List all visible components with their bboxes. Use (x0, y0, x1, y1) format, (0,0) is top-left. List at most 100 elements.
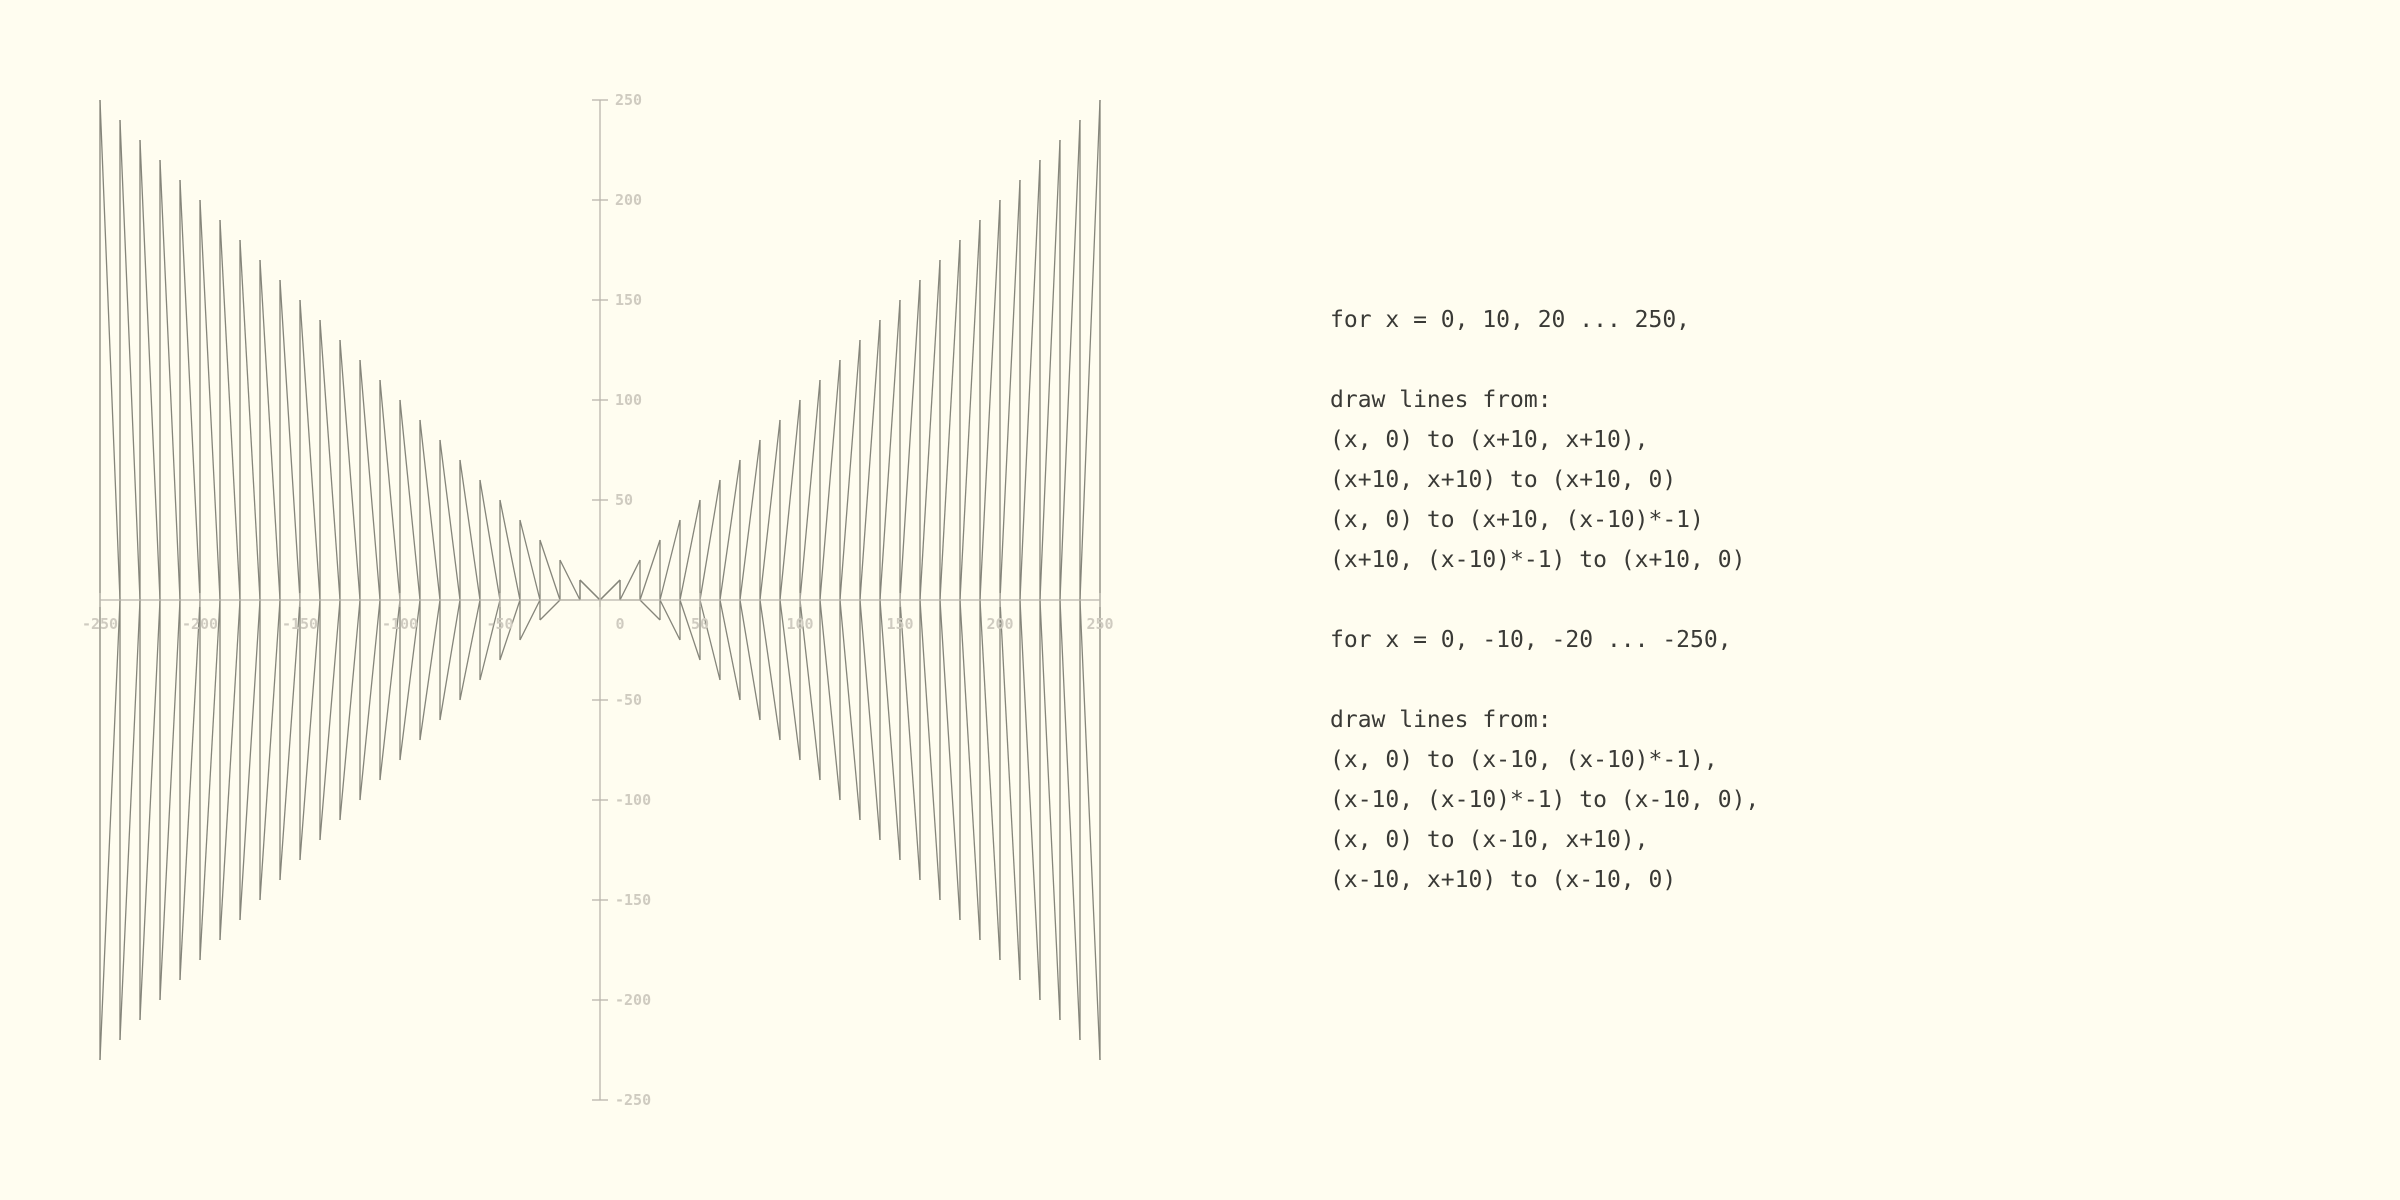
zigzag-lines (99, 99, 1101, 1061)
x-tick-label: 0 (615, 615, 624, 633)
draw-line: (x, 0) to (x-10, x+10), (1330, 827, 1649, 853)
draw-line: (x, 0) to (x+10, x+10), (1330, 427, 1649, 453)
zigzag-segment (159, 159, 181, 601)
zigzag-segment (819, 359, 841, 601)
formula-description: for x = 0, 10, 20 ... 250, draw lines fr… (1330, 300, 2330, 940)
zigzag-segment (139, 139, 161, 601)
zigzag-segment (479, 479, 501, 601)
zigzag-segment (919, 259, 941, 601)
zigzag-segment (319, 599, 341, 841)
zigzag-segment (519, 599, 541, 641)
y-tick-label: -100 (615, 791, 651, 809)
zigzag-segment (1019, 599, 1041, 1001)
zigzag-segment (479, 599, 501, 681)
zigzag-segment (439, 599, 461, 721)
zigzag-segment (399, 399, 421, 601)
zigzag-segment (359, 359, 381, 601)
zigzag-segment (739, 599, 761, 721)
draw-line: (x+10, (x-10)*-1) to (x+10, 0) (1330, 547, 1746, 573)
zigzag-segment (999, 599, 1021, 981)
draw-lines-negative: draw lines from: (x, 0) to (x-10, (x-10)… (1330, 700, 2330, 900)
zigzag-segment (259, 599, 281, 901)
zigzag-segment (1079, 99, 1101, 601)
zigzag-segment (1039, 599, 1061, 1021)
zigzag-segment (959, 599, 981, 941)
zigzag-segment (779, 399, 801, 601)
zigzag-segment (899, 599, 921, 881)
zigzag-segment (939, 599, 961, 921)
draw-line: (x-10, x+10) to (x-10, 0) (1330, 867, 1677, 893)
x-tick-label: -100 (382, 615, 418, 633)
zigzag-segment (839, 339, 861, 601)
zigzag-segment (1059, 599, 1081, 1041)
x-tick-label: -250 (82, 615, 118, 633)
zigzag-segment (759, 419, 781, 601)
y-tick-label: 200 (615, 191, 642, 209)
x-tick-label: -50 (486, 615, 513, 633)
zigzag-segment (499, 599, 521, 661)
zigzag-segment (679, 499, 701, 601)
zigzag-segment (979, 199, 1001, 601)
loop-positive: for x = 0, 10, 20 ... 250, (1330, 300, 2330, 340)
draw-header: draw lines from: (1330, 387, 1552, 413)
zigzag-segment (459, 599, 481, 701)
loop-negative: for x = 0, -10, -20 ... -250, (1330, 620, 2330, 660)
zigzag-segment (579, 579, 601, 601)
zigzag-segment (119, 119, 141, 601)
draw-line: (x-10, (x-10)*-1) to (x-10, 0), (1330, 787, 1760, 813)
y-tick-label: -200 (615, 991, 651, 1009)
zigzag-segment (539, 539, 561, 601)
axes: -250 -200 -150 -100 -50 0 50 100 150 200 250 -250 -2… (82, 91, 1114, 1109)
zigzag-segment (899, 279, 921, 601)
draw-lines-positive: draw lines from: (x, 0) to (x+10, x+10),… (1330, 380, 2330, 580)
zigzag-segment (279, 599, 301, 881)
zigzag-segment (279, 279, 301, 601)
draw-line: (x, 0) to (x-10, (x-10)*-1), (1330, 747, 1718, 773)
zigzag-segment (379, 379, 401, 601)
zigzag-segment (939, 239, 961, 601)
y-tick-label: 100 (615, 391, 642, 409)
draw-line: (x+10, x+10) to (x+10, 0) (1330, 467, 1677, 493)
zigzag-diagram: -250 -200 -150 -100 -50 0 50 100 150 200 250 -250 -2… (82, 91, 1114, 1109)
zigzag-segment (879, 299, 901, 601)
zigzag-segment (299, 299, 321, 601)
zigzag-segment (179, 599, 201, 981)
y-tick-label: -250 (615, 1091, 651, 1109)
x-tick-label: 250 (1086, 615, 1113, 633)
zigzag-segment (319, 319, 341, 601)
zigzag-segment (859, 319, 881, 601)
zigzag-segment (799, 379, 821, 601)
zigzag-segment (979, 599, 1001, 961)
zigzag-segment (239, 599, 261, 921)
zigzag-segment (419, 419, 441, 601)
zigzag-segment (639, 599, 661, 621)
zigzag-segment (99, 599, 121, 1061)
x-tick-label: -150 (282, 615, 318, 633)
zigzag-segment (219, 599, 241, 941)
zigzag-segment (379, 599, 401, 781)
draw-header: draw lines from: (1330, 707, 1552, 733)
zigzag-segment (119, 599, 141, 1041)
zigzag-segment (299, 599, 321, 861)
zigzag-segment (339, 339, 361, 601)
zigzag-segment (399, 599, 421, 761)
zigzag-segment (1059, 119, 1081, 601)
zigzag-segment (699, 479, 721, 601)
zigzag-segment (239, 239, 261, 601)
zigzag-segment (439, 439, 461, 601)
zigzag-segment (459, 459, 481, 601)
y-tick-label: -50 (615, 691, 642, 709)
zigzag-segment (1019, 159, 1041, 601)
zigzag-segment (599, 579, 621, 601)
zigzag-segment (259, 259, 281, 601)
zigzag-segment (719, 459, 741, 601)
zigzag-segment (199, 199, 221, 601)
zigzag-segment (1079, 599, 1101, 1061)
y-tick-label: -150 (615, 891, 651, 909)
zigzag-segment (539, 599, 561, 621)
zigzag-segment (859, 599, 881, 841)
loop-header: for x = 0, -10, -20 ... -250, (1330, 627, 1732, 653)
zigzag-segment (739, 439, 761, 601)
zigzag-segment (359, 599, 381, 801)
x-tick-label: 100 (786, 615, 813, 633)
